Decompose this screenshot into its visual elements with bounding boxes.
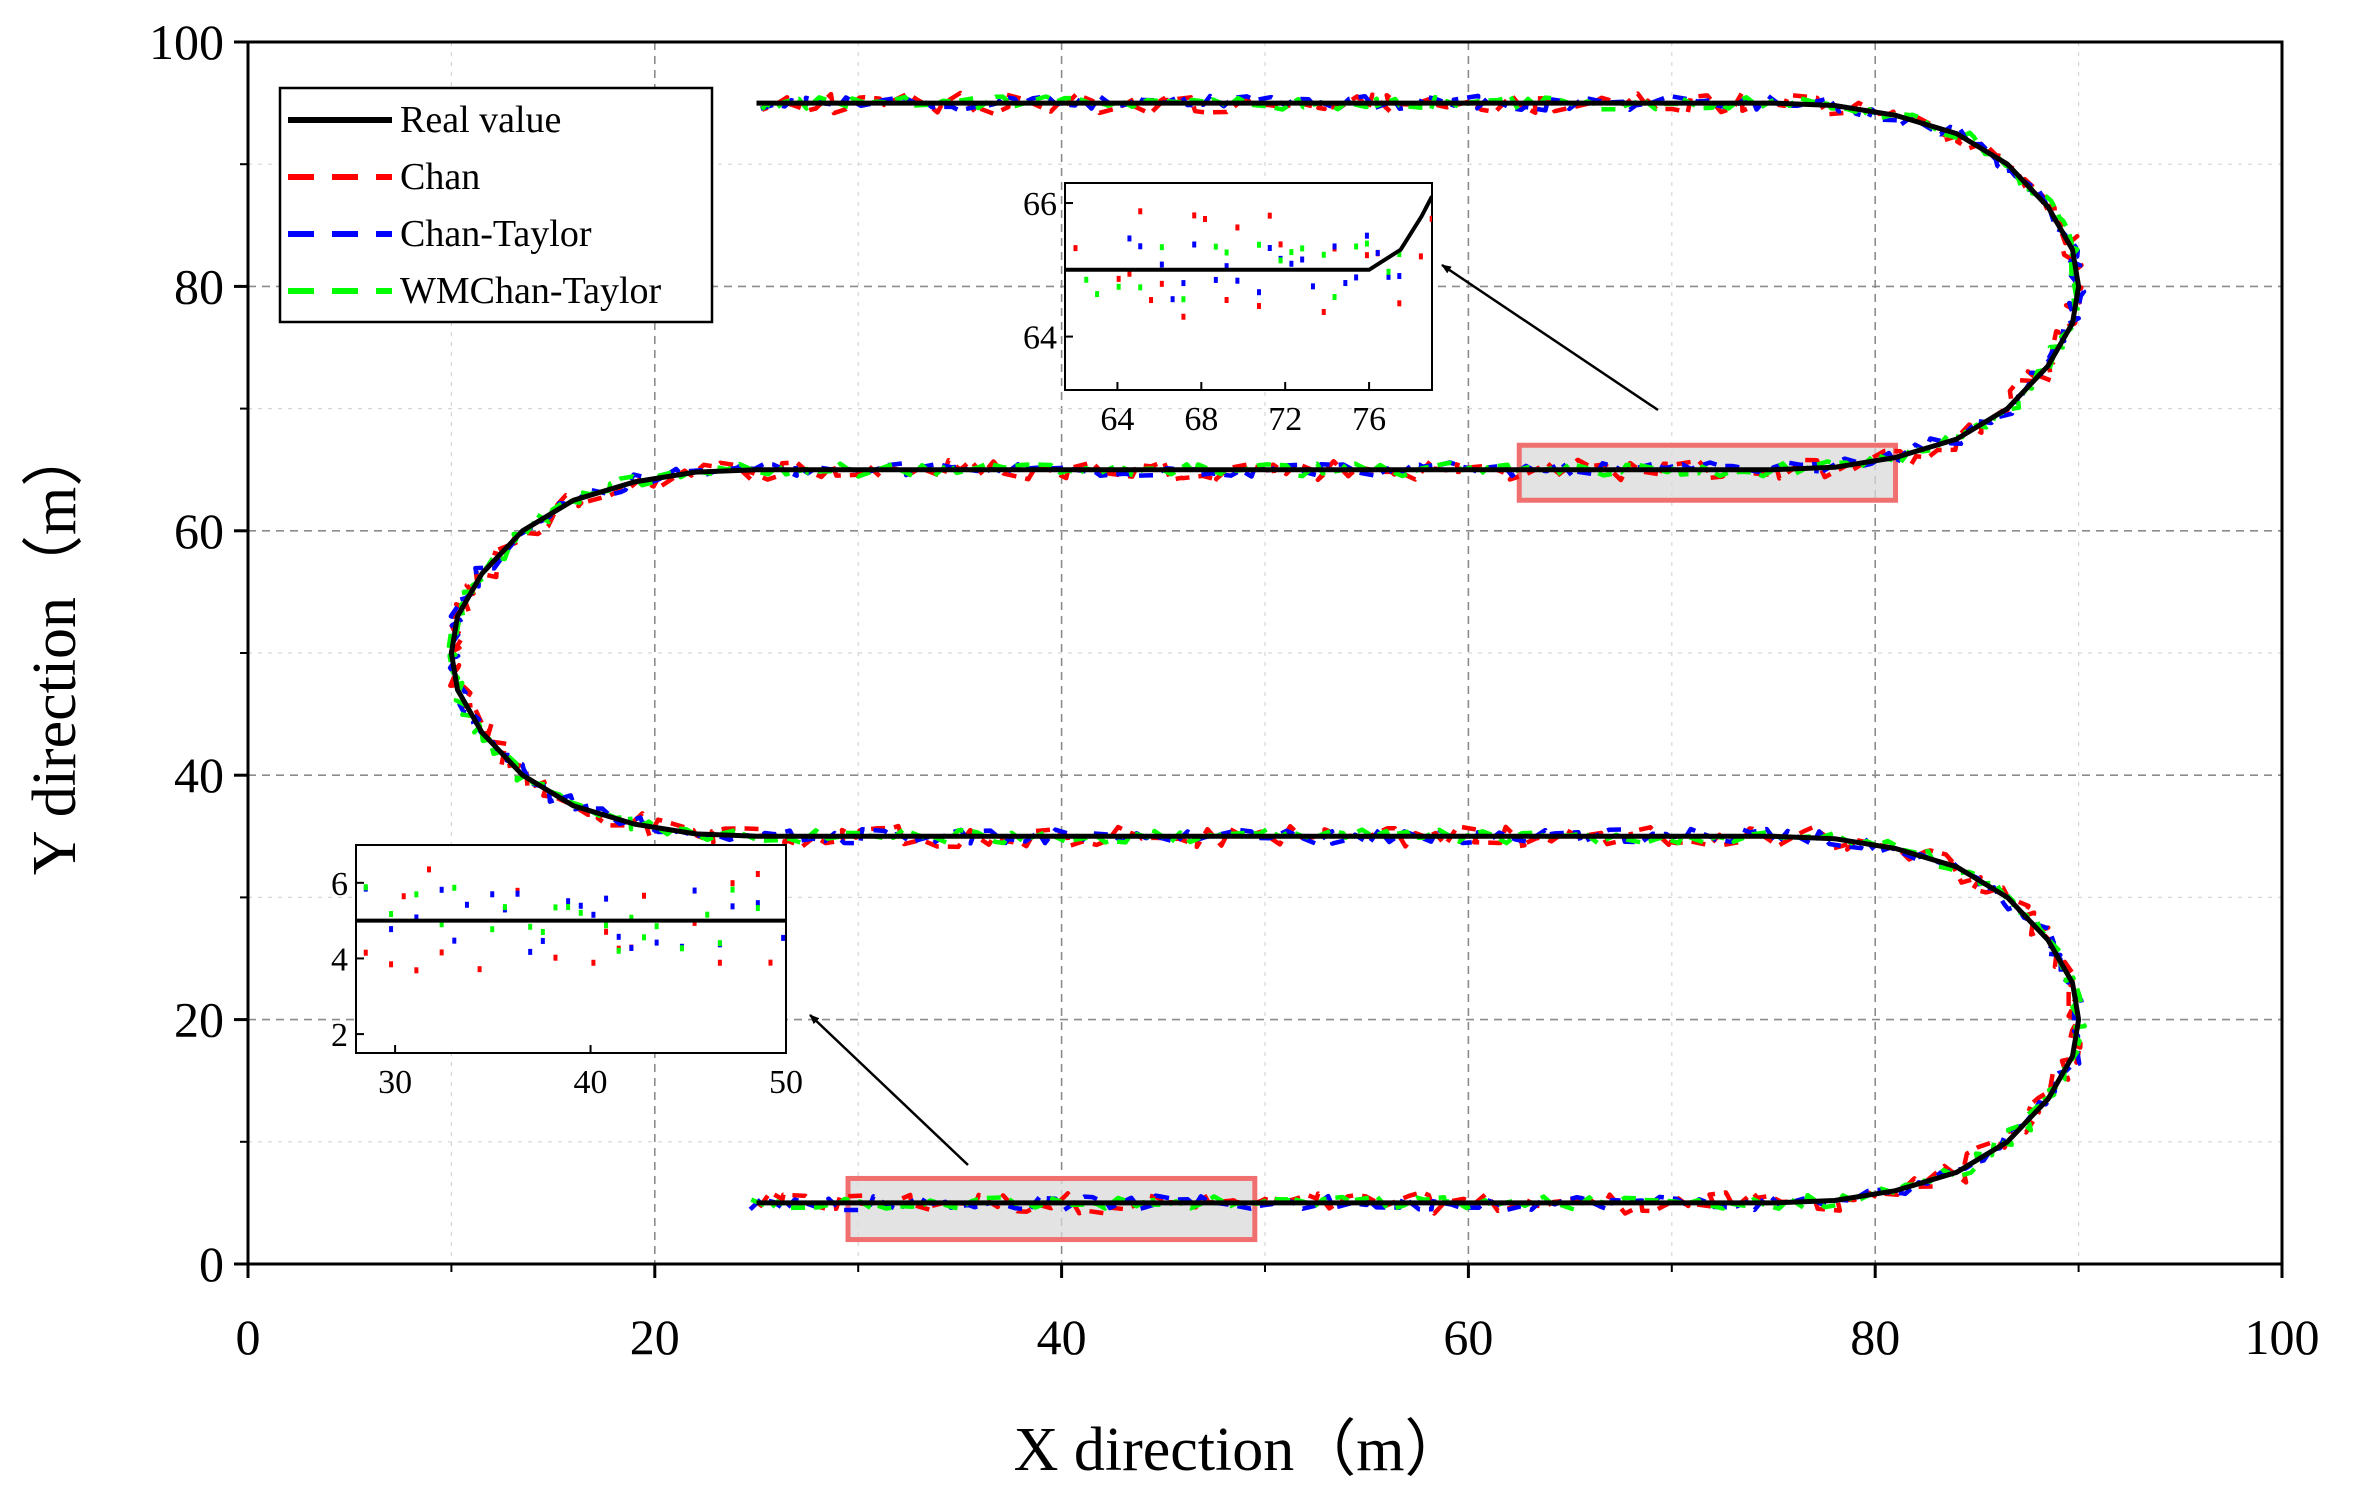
y-tick-label: 20 [174, 992, 224, 1048]
y-tick-label: 100 [149, 14, 224, 70]
inset-x-tick-label: 76 [1352, 401, 1386, 438]
inset-lower-left-frame [355, 844, 787, 1054]
y-tick-label: 0 [199, 1236, 224, 1292]
inset-lower-left-points [356, 866, 786, 974]
inset-lower-left: 30 40 50 2 4 6 [331, 844, 803, 1101]
inset-y-tick-label: 2 [331, 1017, 348, 1054]
inset-y-tick-label: 66 [1023, 186, 1057, 223]
inset-upper-center-points [1065, 195, 1432, 320]
inset-upper-center-frame [1064, 182, 1433, 391]
x-tick-label: 40 [1037, 1309, 1087, 1365]
legend: Real value Chan Chan-Taylor WMChan-Taylo… [278, 86, 714, 324]
inset-x-tick-label: 30 [378, 1064, 412, 1101]
legend-label-real: Real value [400, 99, 561, 141]
legend-box [278, 86, 714, 324]
arrow-to-inset-lower-left [809, 1014, 969, 1166]
inset-x-tick-label: 64 [1100, 401, 1134, 438]
inset-x-tick-label: 72 [1268, 401, 1302, 438]
legend-label-chan: Chan [400, 156, 480, 198]
inset-x-tick-label: 40 [574, 1064, 608, 1101]
x-tick-label: 80 [1850, 1309, 1900, 1365]
inset-y-tick-label: 64 [1023, 320, 1057, 357]
arrow-to-inset-upper-center [1441, 263, 1659, 412]
inset-y-tick-label: 6 [331, 866, 348, 903]
inset-x-tick-label: 68 [1184, 401, 1218, 438]
inset-y-tick-label: 4 [331, 941, 348, 978]
x-tick-label: 60 [1443, 1309, 1493, 1365]
trace-wmchan-taylor [446, 94, 2087, 1212]
y-tick-label: 40 [174, 747, 224, 803]
x-tick-label: 100 [2245, 1309, 2320, 1365]
inset-x-tick-label: 50 [769, 1064, 803, 1101]
x-tick-label: 0 [236, 1309, 261, 1365]
y-tick-label: 60 [174, 503, 224, 559]
legend-label-chan-taylor: Chan-Taylor [400, 213, 592, 255]
inset-real-line [1065, 195, 1432, 272]
y-tick-label: 80 [174, 258, 224, 314]
x-axis-title: X direction（m） [1014, 1416, 1467, 1484]
inset-lower-left-ticks: 30 40 50 2 4 6 [331, 866, 803, 1101]
axis-ticks: 0 20 40 60 80 100 0 20 40 60 80 100 [149, 14, 2320, 1365]
inset-upper-center-ticks: 64 68 72 76 64 66 [1023, 186, 1386, 438]
real-value-trace [448, 100, 2082, 1206]
y-axis-title: Y direction（m） [21, 425, 89, 876]
trace-real-value [448, 100, 2082, 1206]
inset-upper-center: 64 68 72 76 64 66 [1023, 182, 1433, 438]
legend-label-wmchan-taylor: WMChan-Taylor [400, 270, 662, 312]
x-tick-label: 20 [630, 1309, 680, 1365]
